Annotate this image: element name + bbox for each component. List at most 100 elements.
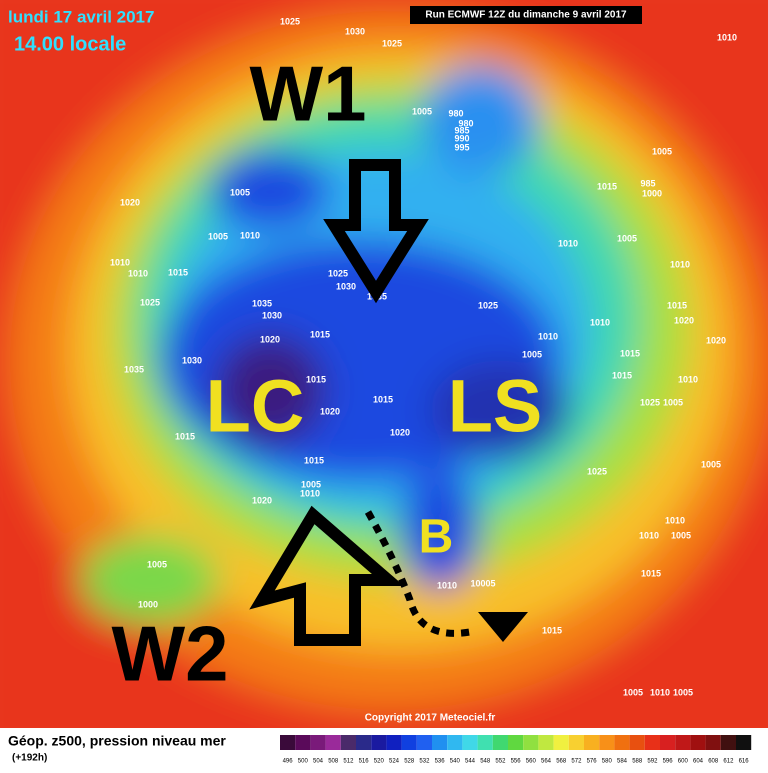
trough-line <box>364 510 471 637</box>
colorbar-cell <box>614 735 630 750</box>
colorbar: 496 500 504 508 512 516 520 524 528 532 536 540 544 5… <box>280 735 752 765</box>
colorbar-label: 600 <box>678 759 689 765</box>
colorbar-label: 616 <box>739 759 750 765</box>
isobar-label: 995 <box>454 142 469 152</box>
isobar-label: 1015 <box>641 568 661 578</box>
colorbar-cell <box>523 735 539 750</box>
label-lc: LC <box>206 365 305 448</box>
isobar-label: 990 <box>454 133 469 143</box>
date: lundi 17 avril 2017 <box>8 7 154 26</box>
colorbar-cell <box>386 735 402 750</box>
isobar-label: 1005 <box>230 187 250 197</box>
isobar-label: 1010 <box>538 331 558 341</box>
isobar-label: 1005 <box>671 530 691 540</box>
isobar-label: 980 <box>458 118 473 128</box>
run-label: Run ECMWF 12Z du dimanche 9 avril 2017 <box>425 10 627 21</box>
colorbar-label: 564 <box>541 759 552 765</box>
isobar-label: 1035 <box>252 298 272 308</box>
colorbar-cell <box>599 735 615 750</box>
isobar-label: 985 <box>640 178 655 188</box>
isobar-label: 1000 <box>138 599 158 609</box>
isobar-label: 985 <box>454 125 469 135</box>
colorbar-label: 504 <box>313 759 324 765</box>
isobar-label: 1025 <box>328 268 348 278</box>
colorbar-label: 580 <box>602 759 613 765</box>
colorbar-label: 576 <box>587 759 598 765</box>
isobar-label: 1015 <box>620 348 640 358</box>
colorbar-cell <box>371 735 387 750</box>
colorbar-label: 528 <box>404 759 415 765</box>
isobar-label: 1025 <box>478 300 498 310</box>
arrows <box>249 159 471 646</box>
isobar-label: 1005 <box>663 397 683 407</box>
isobar-label: 1005 <box>623 687 643 697</box>
colorbar-label: 560 <box>526 759 537 765</box>
isobar-label: 1005 <box>208 231 228 241</box>
isobar-label: 1030 <box>262 310 282 320</box>
colorbar-cell <box>295 735 311 750</box>
colorbar-label: 588 <box>632 759 643 765</box>
isobar-label: 1000 <box>642 188 662 198</box>
isobar-label: 1025 <box>382 38 402 48</box>
colorbar-cell <box>553 735 569 750</box>
isobar-label: 1025 <box>640 397 660 407</box>
trough-arrow <box>478 612 528 642</box>
colorbar-label: 536 <box>435 759 446 765</box>
isobar-label: 1010 <box>437 580 457 590</box>
colorbar-label: 512 <box>343 759 354 765</box>
isobar-label: 1005 <box>147 559 167 569</box>
isobar-label: 1020 <box>120 197 140 207</box>
colorbar-cell <box>508 735 524 750</box>
label-w1: W1 <box>250 50 367 138</box>
isobar-label: 1020 <box>260 334 280 344</box>
colorbar-cell <box>584 735 600 750</box>
colorbar-label: 548 <box>480 759 491 765</box>
isobar-label: 1010 <box>665 515 685 525</box>
isobar-label: 1015 <box>310 329 330 339</box>
isobar-label: 1035 <box>124 364 144 374</box>
isobar-label: 1020 <box>252 495 272 505</box>
colorbar-cell <box>280 735 296 750</box>
colorbar-cell <box>447 735 463 750</box>
colorbar-label: 540 <box>450 759 461 765</box>
colorbar-label: 596 <box>663 759 674 765</box>
isobar-label: 1010 <box>670 259 690 269</box>
isobar-label: 1015 <box>612 370 632 380</box>
isobar-label: 1015 <box>597 181 617 191</box>
label-ls: LS <box>448 365 543 448</box>
isobar-label: 1010 <box>240 230 260 240</box>
colorbar-label: 500 <box>298 759 309 765</box>
isobar-label: 1005 <box>673 687 693 697</box>
label-b: B <box>419 511 454 564</box>
colorbar-cell <box>568 735 584 750</box>
isobar-label: 1005 <box>701 459 721 469</box>
colorbar-label: 592 <box>647 759 658 765</box>
isobar-label: 1005 <box>652 146 672 156</box>
colorbar-cell <box>629 735 645 750</box>
isobar-label: 1010 <box>590 317 610 327</box>
label-w2: W2 <box>112 610 229 698</box>
isobar-label: 1010 <box>678 374 698 384</box>
colorbar-label: 608 <box>708 759 719 765</box>
isobar-label: 1025 <box>280 16 300 26</box>
isobar-label: 1010 <box>558 238 578 248</box>
isobar-label: 1030 <box>345 26 365 36</box>
colorbar-label: 604 <box>693 759 704 765</box>
isobar-label: 1015 <box>304 455 324 465</box>
colorbar-label: 584 <box>617 759 628 765</box>
colorbar-cell <box>705 735 721 750</box>
isobar-label: 1010 <box>128 268 148 278</box>
isobar-label: 1030 <box>182 355 202 365</box>
arrow-w1 <box>323 159 429 304</box>
isobar-label: 10005 <box>470 578 495 588</box>
colorbar-cell <box>401 735 417 750</box>
colorbar-cell <box>416 735 432 750</box>
isobar-label: 1010 <box>300 488 320 498</box>
colorbar-label: 496 <box>283 759 294 765</box>
isobar-label: 1005 <box>522 349 542 359</box>
colorbar-cell <box>720 735 736 750</box>
isobar-label: 1015 <box>667 300 687 310</box>
